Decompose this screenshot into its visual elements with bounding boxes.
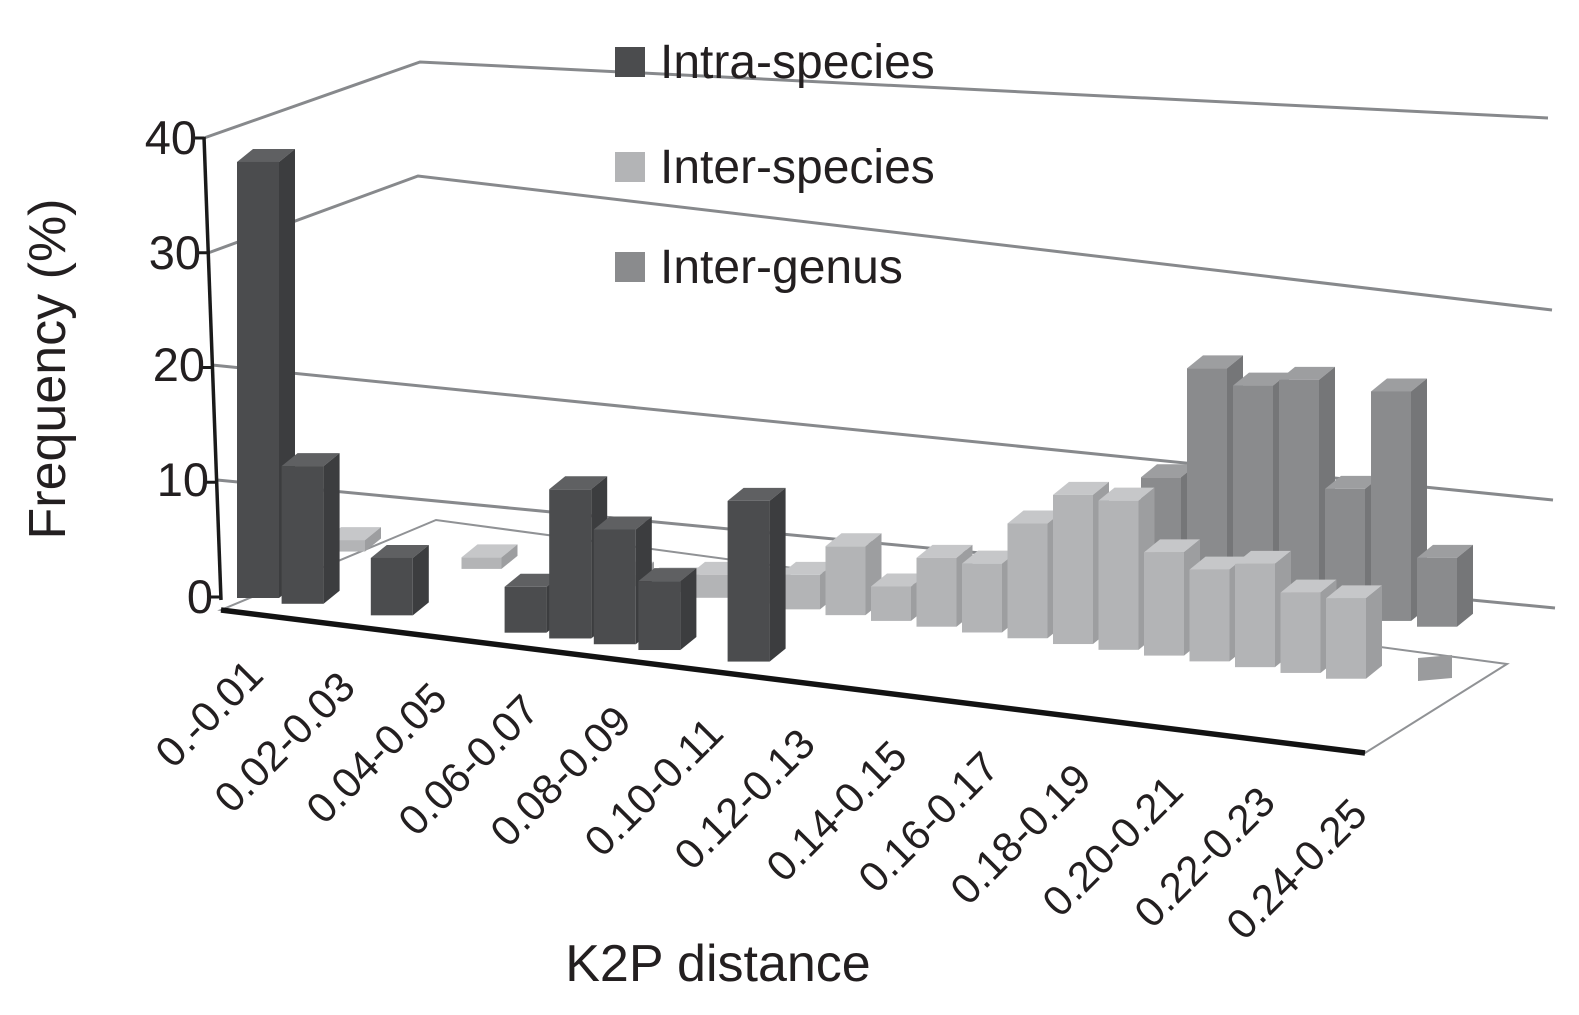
intra-species-swatch-icon [615,47,645,77]
bar-inter-genus-bin-25 [1417,544,1473,627]
gridline-40 [203,60,1549,140]
x-axis-line [220,607,1366,756]
floor-corner-edge [1418,655,1452,681]
bar-intra-species-bin-12 [727,487,786,662]
legend-label-inter-species: Inter-species [660,141,935,194]
legend-label-inter-genus: Inter-genus [660,241,903,294]
bar-inter-genus-bin-24 [1371,378,1427,621]
y-tick-label-10: 10 [156,453,209,506]
bar-intra-species-bin-10 [638,568,697,651]
series-inter-species [325,481,1382,679]
y-axis-line [202,136,223,601]
y-tick-label-30: 30 [148,226,201,279]
bar-intra-species-bin-2 [281,453,340,604]
y-tick-label-0: 0 [186,570,213,623]
y-tick-label-20: 20 [152,338,205,391]
inter-species-swatch-icon [615,152,645,182]
legend-label-intra-species: Intra-species [660,36,935,89]
bar-inter-species-bin-6 [461,544,518,569]
series-intra-species [237,148,786,662]
y-tick-label-40: 40 [144,111,197,164]
bar-intra-species-bin-4 [370,544,429,616]
bar-inter-species-bin-25 [1326,585,1382,679]
bar-intra-species-bin-1 [237,148,295,598]
inter-genus-swatch-icon [615,252,645,282]
bar-inter-species-bin-23 [1235,550,1291,668]
x-axis-title: K2P distance [565,935,871,993]
